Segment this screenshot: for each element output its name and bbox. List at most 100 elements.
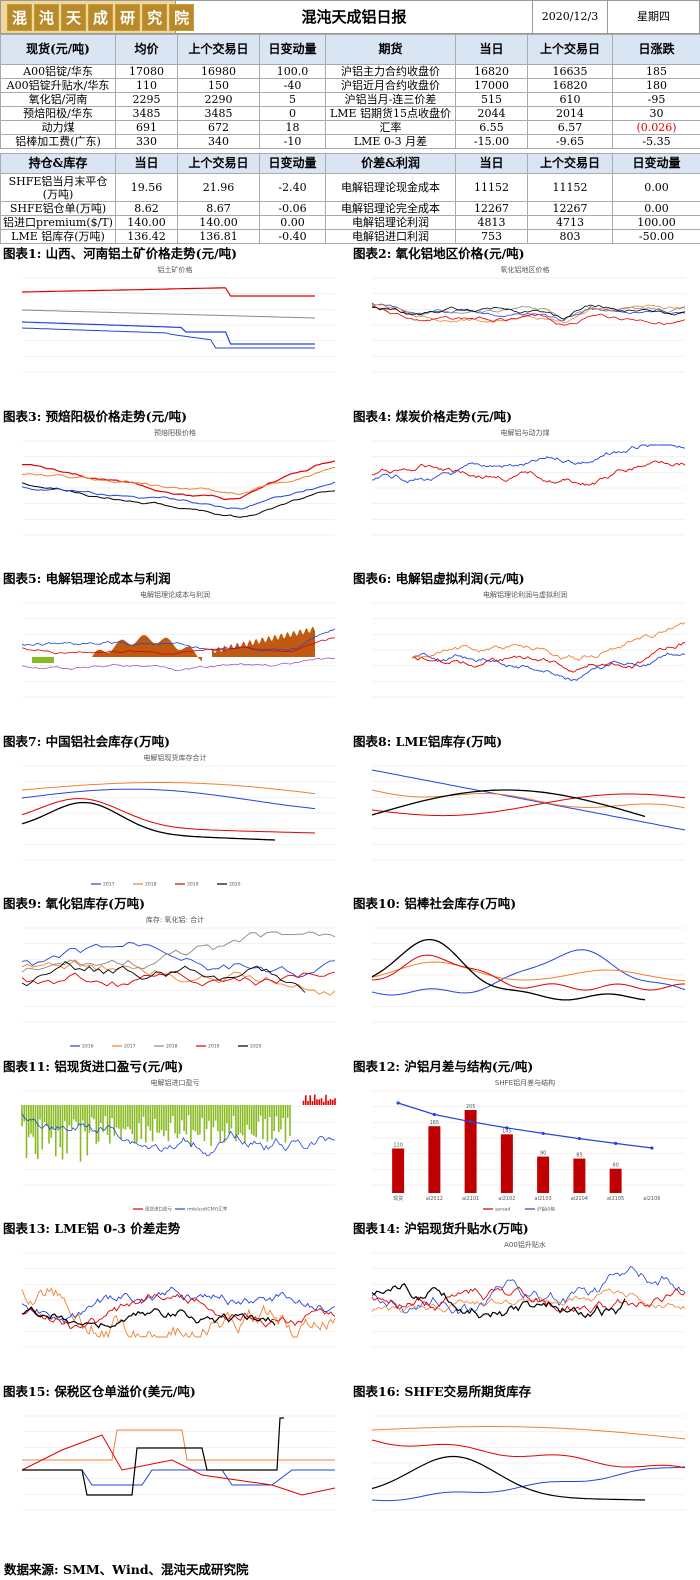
table-cell: 电解铝理论利润 (325, 215, 456, 230)
chart-title: 电解铝理论利润与虚拟利润 (483, 590, 567, 599)
column-header: 日变动量 (612, 153, 700, 174)
chart-panel: 图表10: 铝棒社会库存(万吨) (350, 896, 700, 1054)
report-title: 混沌天成铝日报 (301, 8, 407, 26)
chart-title: 电解铝现货库存合计 (144, 753, 207, 762)
series-line (371, 444, 686, 483)
chart-label: 2016 (82, 1044, 94, 1050)
chart-panel: 图表6: 电解铝虚拟利润(元/吨) 电解铝理论利润与虚拟利润 (350, 571, 700, 729)
table-cell: 136.81 (177, 229, 260, 244)
chart-label: 现货 (393, 1195, 403, 1202)
chart-label: al2101 (462, 1196, 479, 1202)
chart-plot (371, 765, 686, 860)
table-cell: -0.40 (259, 229, 326, 244)
chart-label: 85 (576, 1152, 582, 1158)
table-cell: 12267 (527, 201, 613, 216)
table-cell: 19.56 (115, 173, 178, 202)
series-line (21, 961, 306, 993)
spread-bar (428, 1125, 441, 1193)
logo-char: 成 (88, 3, 114, 31)
series-line (21, 637, 336, 655)
chart-label: 2017 (124, 1044, 136, 1050)
table-row: SHFE铝当月末平仓(万吨) 19.56 21.96 -2.40 电解铝理论现金成本 11… (0, 173, 700, 202)
chart-plot: 电解铝理论利润与虚拟利润 (372, 590, 686, 698)
series-line (21, 959, 336, 996)
series-line (21, 480, 336, 510)
table-cell: 2044 (455, 106, 528, 121)
table-cell: 0.00 (612, 201, 700, 216)
series-line (371, 306, 686, 326)
series-line (21, 466, 336, 495)
chart-label: 165 (430, 1120, 440, 1126)
chart-plot: 电解铝现货库存合计 2017 2018 2019 2020 (21, 753, 335, 887)
series-line (371, 460, 686, 486)
table-row: SHFE铝仓单(万吨) 8.62 8.67 -0.06 电解铝理论完全成本 12267 12… (0, 201, 700, 216)
chart-caption: 图表10: 铝棒社会库存(万吨) (353, 896, 517, 911)
spot-futures-table: 现货(元/吨) 均价 上个交易日 日变动量 期货 当日 上个交易日 日涨跌 A00铝锭/华东 17… (0, 34, 700, 149)
table-row: 预焙阳极/华东 3485 3485 0 LME 铝期货15点收盘价 2044 2014 30 (0, 106, 700, 121)
table-cell: 12267 (455, 201, 528, 216)
chart-panel: 图表9: 氧化铝库存(万吨) 库存: 氧化铝: 合计 2016 2017 2018 201… (0, 896, 350, 1054)
loss-area (32, 657, 54, 663)
chart-label: al2106 (643, 1196, 660, 1202)
chart-caption: 图表11: 铝现货进口盈亏(元/吨) (3, 1058, 184, 1074)
table-cell: 691 (115, 120, 178, 135)
spread-bar (500, 1133, 513, 1193)
chart-panel: 图表7: 中国铝社会库存(万吨) 电解铝现货库存合计 2017 2018 2019 202… (0, 734, 350, 892)
table-cell: 沪铝当月-连三价差 (325, 92, 456, 107)
report-date: 2020/12/3 (532, 1, 607, 33)
chart-panel: 图表5: 电解铝理论成本与利润 电解铝理论成本与利润 (0, 571, 350, 729)
chart-label: rmb/usd(CNY)汇率 (187, 1205, 228, 1212)
table-cell: -9.65 (527, 134, 613, 149)
series-line (371, 788, 646, 817)
column-header: 当日 (115, 153, 178, 174)
logo-char: 院 (169, 3, 195, 31)
column-header: 日涨跌 (612, 34, 700, 65)
series-line (21, 309, 316, 319)
series-line (21, 628, 336, 652)
logo-char: 研 (115, 3, 141, 31)
price-point (469, 1119, 473, 1123)
series-line (21, 287, 315, 297)
table-cell: SHFE铝当月末平仓(万吨) (0, 173, 116, 202)
table-cell: 3485 (115, 106, 178, 121)
table-cell: 铝棒加工费(广东) (0, 134, 116, 149)
column-header: 期货 (325, 34, 456, 65)
series-line (371, 303, 686, 324)
series-line (411, 652, 686, 682)
chart-label: 现货进口盈亏 (145, 1205, 172, 1212)
table-cell: 150 (177, 78, 260, 93)
chart-plot (371, 1415, 686, 1510)
chart-plot: 电解铝理论成本与利润 (21, 590, 336, 698)
table-cell: 100.00 (612, 215, 700, 230)
table-cell: -10 (259, 134, 326, 149)
chart-label: 2019 (208, 1044, 220, 1050)
chart-panel: 图表15: 保税区仓单溢价(美元/吨) (0, 1384, 350, 1542)
series-line (371, 938, 646, 1001)
series-line (21, 801, 276, 841)
table-cell: 8.67 (177, 201, 260, 216)
table-row: 动力煤 691 672 18 汇率 6.55 6.57 (0.026) (0, 120, 700, 135)
table-cell: 2290 (177, 92, 260, 107)
table-cell: 氧化铝/河南 (0, 92, 116, 107)
table-cell: SHFE铝仓单(万吨) (0, 201, 116, 216)
chart-label: al2103 (535, 1196, 552, 1202)
series-line (21, 1306, 276, 1329)
chart-label: al2102 (498, 1196, 515, 1202)
series-line (21, 327, 315, 349)
table-header-row: 现货(元/吨) 均价 上个交易日 日变动量 期货 当日 上个交易日 日涨跌 (0, 34, 700, 65)
table-cell: 30 (612, 106, 700, 121)
profit-area (92, 635, 202, 661)
table-row: 铝进口premium($/T) 140.00 140.00 0.00 电解铝理论利润 48… (0, 215, 700, 230)
logo-char: 究 (142, 3, 168, 31)
series-line (411, 622, 686, 661)
chart-plot: SHFE铝月差与结构 110 现货 165 al2012 205 al2101 145 al21… (372, 1078, 685, 1212)
data-source-footer: 数据来源: SMM、Wind、混沌天成研究院 (4, 1562, 249, 1577)
chart-caption: 图表13: LME铝 0-3 价差走势 (3, 1221, 181, 1236)
series-line (371, 769, 686, 830)
chart-title: 电解铝进口盈亏 (151, 1078, 200, 1087)
series-line (21, 1433, 336, 1496)
table-cell: 5 (259, 92, 326, 107)
report-weekday: 星期四 (607, 1, 699, 33)
chart-panel: 图表4: 煤炭价格走势(元/吨) 电解铝与动力煤 (350, 409, 700, 567)
